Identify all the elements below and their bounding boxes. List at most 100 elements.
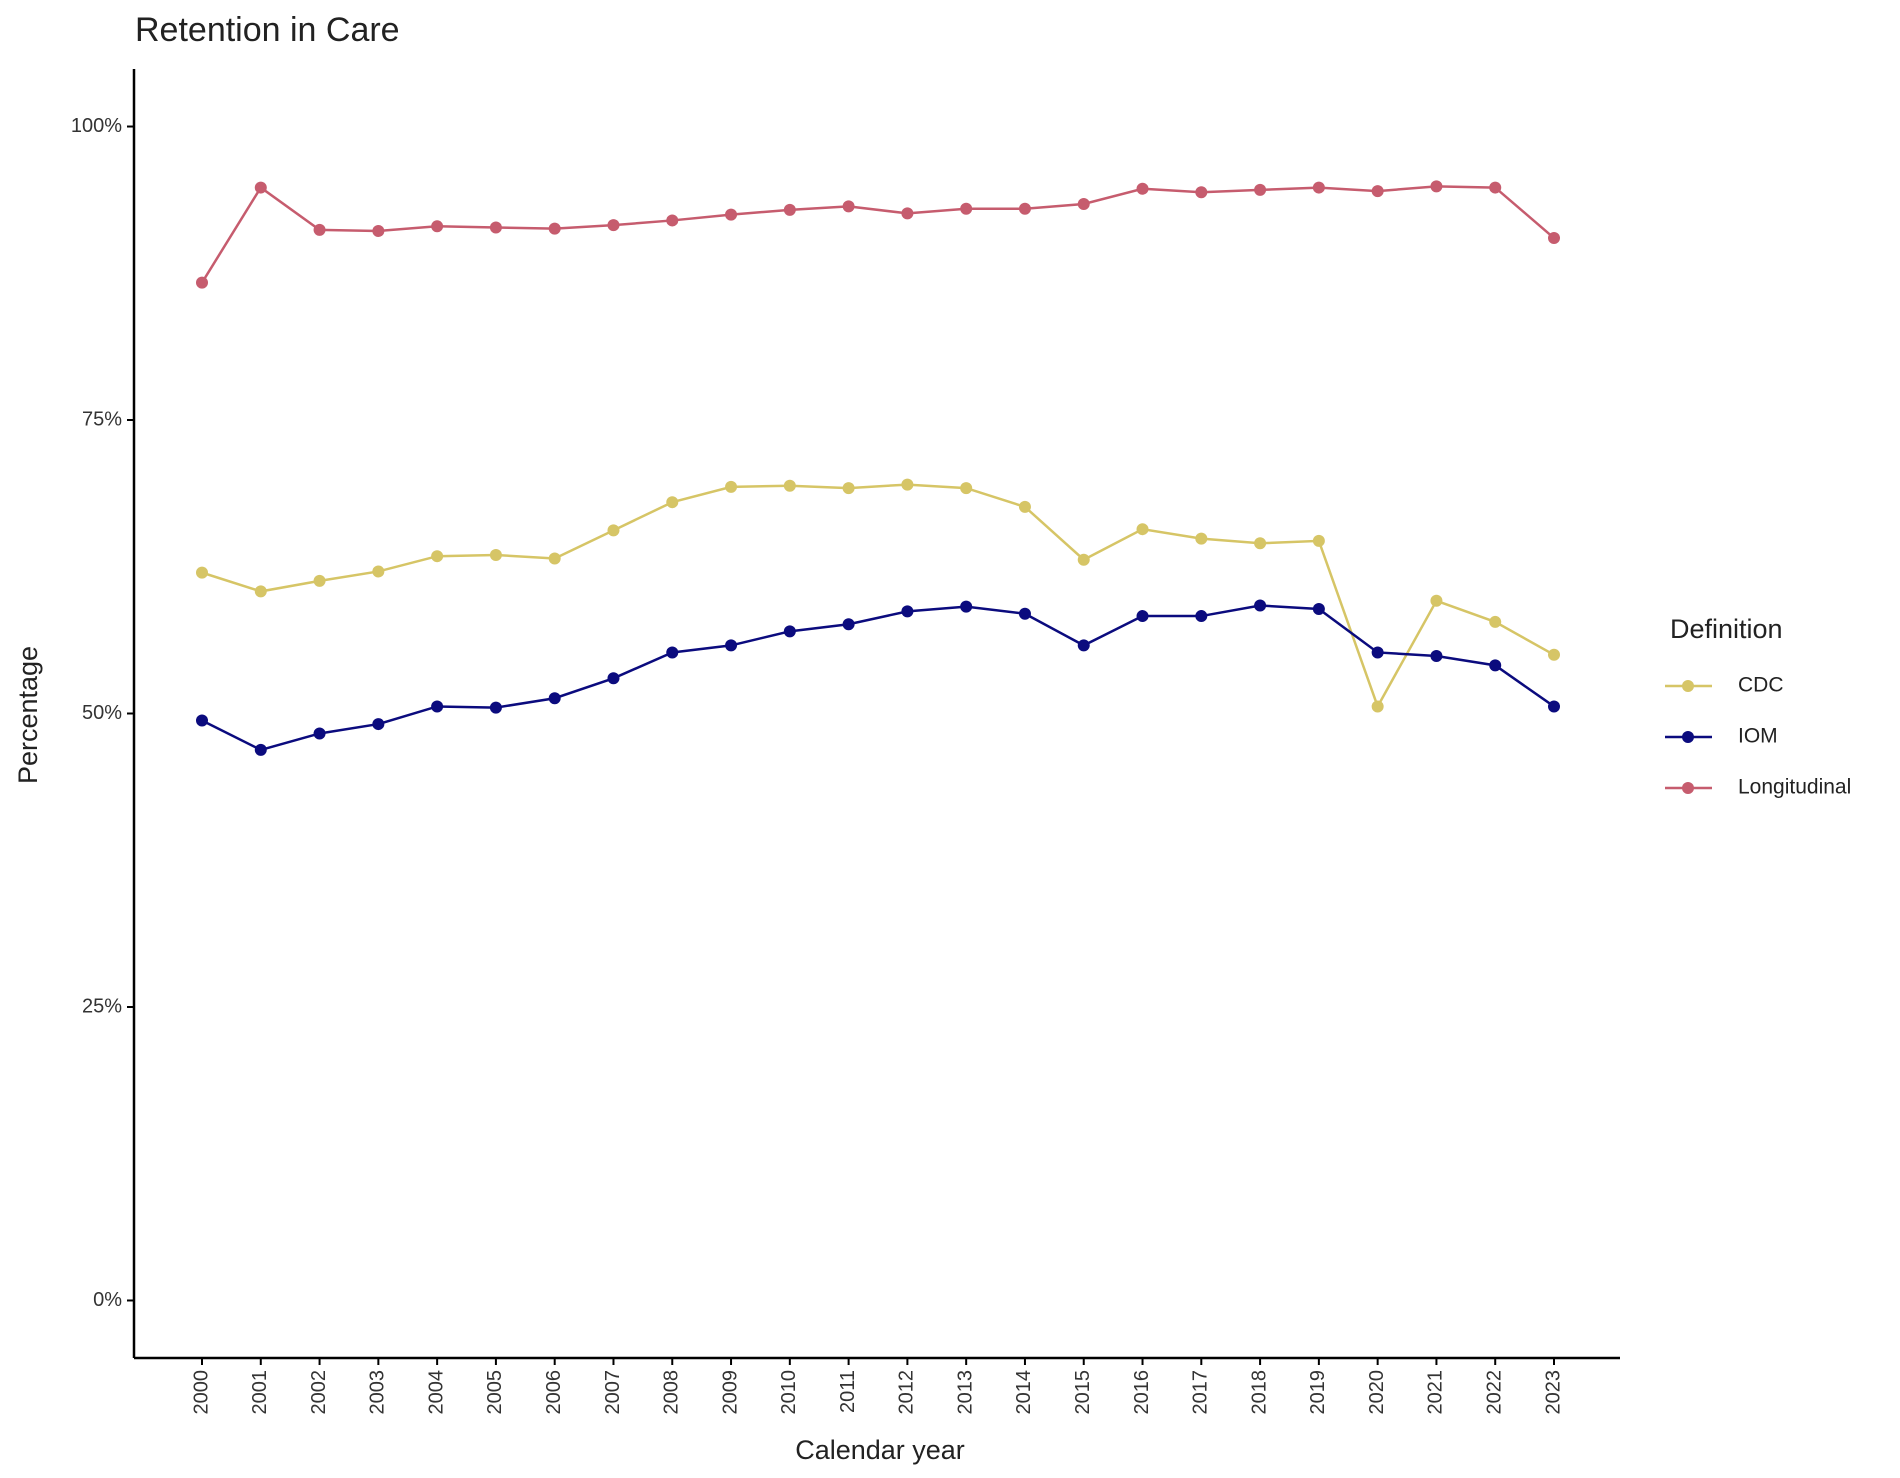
- data-point: [313, 574, 326, 587]
- data-point: [901, 207, 914, 220]
- x-tick-label: 2007: [602, 1370, 624, 1415]
- data-point: [607, 524, 620, 537]
- data-point: [313, 223, 326, 236]
- data-point: [901, 478, 914, 491]
- x-tick-label: 2018: [1248, 1370, 1270, 1415]
- legend-label: IOM: [1738, 725, 1778, 748]
- data-point: [607, 672, 620, 685]
- data-point: [1254, 537, 1267, 550]
- data-point: [1077, 639, 1090, 652]
- data-point: [1136, 523, 1149, 536]
- data-point: [372, 225, 385, 238]
- x-tick-label: 2009: [719, 1370, 741, 1415]
- data-point: [960, 202, 973, 215]
- data-point: [725, 639, 738, 652]
- data-point: [548, 692, 561, 705]
- data-point: [1136, 182, 1149, 195]
- data-point: [783, 479, 796, 492]
- data-point: [548, 552, 561, 565]
- data-point: [1312, 603, 1325, 616]
- x-tick-label: 2023: [1542, 1370, 1564, 1415]
- legend-title: Definition: [1670, 614, 1783, 644]
- x-tick-label: 2015: [1072, 1370, 1094, 1415]
- x-tick-label: 2022: [1483, 1370, 1505, 1415]
- data-point: [254, 743, 267, 756]
- data-point: [666, 646, 679, 659]
- data-point: [372, 718, 385, 731]
- data-point: [1430, 180, 1443, 193]
- x-tick-label: 2001: [249, 1370, 271, 1415]
- data-point: [783, 625, 796, 638]
- data-point: [842, 482, 855, 495]
- data-point: [1312, 534, 1325, 547]
- legend-swatch-point: [1682, 680, 1694, 692]
- data-point: [196, 276, 208, 289]
- data-point: [1195, 532, 1208, 545]
- data-point: [548, 222, 561, 235]
- data-point: [1312, 181, 1325, 194]
- data-point: [1077, 198, 1090, 211]
- data-point: [1018, 607, 1031, 620]
- data-point: [196, 714, 208, 727]
- x-tick-label: 2012: [896, 1370, 918, 1415]
- data-point: [1254, 599, 1267, 612]
- data-point: [666, 214, 679, 227]
- data-point: [607, 219, 620, 232]
- data-point: [725, 208, 738, 221]
- data-point: [1371, 700, 1384, 713]
- x-axis-title: Calendar year: [795, 1435, 965, 1465]
- data-point: [489, 701, 502, 714]
- x-tick-label: 2006: [543, 1370, 565, 1415]
- data-point: [901, 605, 914, 618]
- x-tick-label: 2004: [425, 1370, 447, 1415]
- series-line: [201, 604, 1555, 752]
- chart-title: Retention in Care: [135, 11, 400, 49]
- x-tick-label: 2005: [484, 1370, 506, 1415]
- data-point: [196, 566, 208, 579]
- legend-swatch-point: [1682, 782, 1694, 794]
- data-point: [1430, 649, 1443, 662]
- x-tick-label: 2020: [1366, 1370, 1388, 1415]
- legend-swatch-point: [1682, 731, 1694, 743]
- series-line: [201, 483, 1555, 710]
- data-point: [431, 550, 444, 563]
- data-point: [1548, 232, 1560, 245]
- data-point: [1077, 553, 1090, 566]
- data-point: [254, 585, 267, 598]
- x-tick-label: 2019: [1307, 1370, 1329, 1415]
- data-point: [1371, 646, 1384, 659]
- x-tick-label: 2014: [1013, 1370, 1035, 1415]
- data-point: [960, 600, 973, 613]
- x-tick-label: 2003: [367, 1370, 389, 1415]
- x-tick-label: 2013: [954, 1370, 976, 1415]
- data-point: [1548, 700, 1560, 713]
- data-point: [489, 221, 502, 234]
- x-tick-label: 2017: [1190, 1370, 1212, 1415]
- data-point: [1018, 202, 1031, 215]
- data-point: [725, 480, 738, 493]
- y-tick-label: 100%: [71, 115, 122, 137]
- y-tick-label: 50%: [82, 702, 122, 724]
- data-point: [1489, 615, 1502, 628]
- data-point: [1430, 594, 1443, 607]
- legend-label: CDC: [1738, 674, 1784, 697]
- x-tick-label: 2010: [778, 1370, 800, 1415]
- data-point: [1136, 610, 1149, 623]
- data-point: [431, 220, 444, 233]
- data-point: [783, 203, 796, 216]
- x-tick-label: 2011: [837, 1370, 859, 1413]
- data-point: [254, 181, 267, 194]
- data-point: [372, 565, 385, 578]
- y-tick-label: 25%: [82, 995, 122, 1017]
- series-line: [200, 185, 1555, 284]
- data-point: [1548, 648, 1560, 661]
- data-point: [842, 618, 855, 631]
- data-point: [1371, 185, 1384, 198]
- data-point: [489, 549, 502, 562]
- data-point: [1254, 183, 1267, 196]
- data-point: [842, 200, 855, 213]
- data-point: [1195, 186, 1208, 199]
- data-point: [313, 727, 326, 740]
- legend-label: Longitudinal: [1738, 776, 1851, 799]
